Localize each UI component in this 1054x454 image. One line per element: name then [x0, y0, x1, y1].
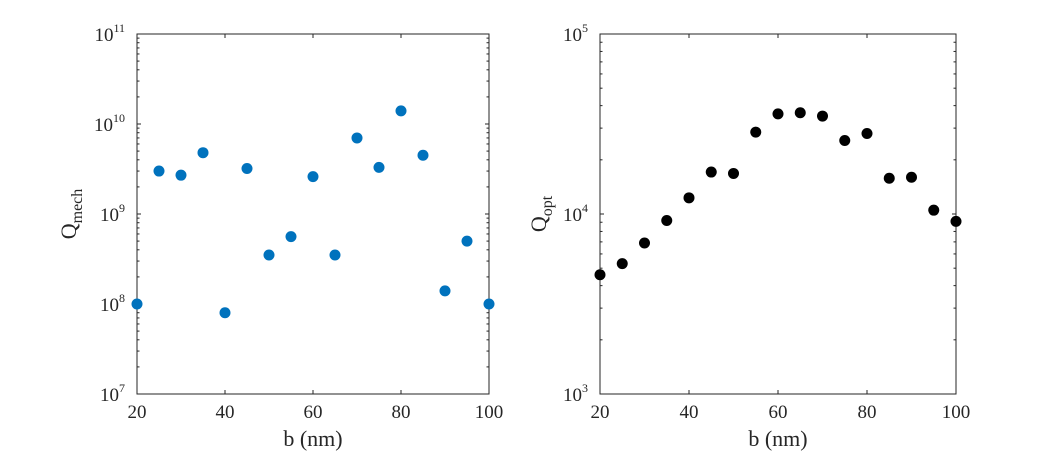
data-point: [263, 249, 275, 261]
y-tick-labels: 103 104 105: [563, 21, 588, 406]
x-tick-label: 60: [769, 402, 788, 423]
x-tick-labels: 20 40 60 80 100: [591, 402, 971, 423]
data-point: [197, 147, 209, 159]
x-tick-label: 40: [216, 402, 235, 423]
y-tick-label: 104: [563, 201, 588, 226]
data-point: [131, 298, 143, 310]
y-tick-label: 103: [563, 381, 588, 406]
data-point: [153, 165, 165, 177]
data-point: [817, 110, 828, 122]
tick-marks: [599, 33, 957, 395]
data-point: [950, 215, 962, 227]
y-tick-label: 109: [100, 201, 125, 226]
data-point: [639, 237, 650, 249]
data-point: [794, 107, 806, 119]
data-points: [131, 105, 495, 319]
data-point: [395, 105, 407, 117]
data-point: [241, 163, 253, 175]
data-point: [461, 235, 473, 247]
x-axis-label: b (nm): [748, 426, 807, 451]
data-point: [661, 215, 673, 227]
data-point: [839, 135, 851, 147]
data-point: [683, 192, 695, 204]
data-point: [417, 149, 429, 161]
tick-marks: [136, 33, 490, 395]
x-tick-label: 80: [858, 402, 877, 423]
data-point: [439, 285, 451, 297]
data-point: [351, 132, 363, 144]
data-point: [906, 171, 917, 183]
data-point: [883, 172, 895, 184]
data-point: [285, 231, 297, 243]
y-tick-label: 1011: [94, 21, 125, 46]
y-tick-label: 1010: [94, 111, 125, 136]
data-point: [728, 167, 739, 179]
data-point: [329, 249, 341, 261]
q-opt-chart: 20 40 60 80 100 103 104 105 b (nm) Qopt: [526, 21, 970, 451]
x-tick-label: 40: [680, 402, 699, 423]
x-tick-label: 20: [591, 402, 610, 423]
plot-frame: [136, 33, 490, 395]
plot-frame: [599, 33, 957, 395]
x-tick-label: 60: [304, 402, 323, 423]
data-point: [750, 126, 762, 138]
data-point: [928, 204, 940, 216]
data-point: [219, 307, 231, 319]
x-tick-labels: 20 40 60 80 100: [128, 402, 504, 423]
data-point: [772, 108, 784, 120]
data-point: [483, 298, 495, 310]
data-point: [705, 166, 717, 178]
y-tick-label: 105: [563, 21, 588, 46]
y-tick-label: 107: [100, 381, 125, 406]
y-tick-label: 108: [100, 291, 125, 316]
data-points: [594, 107, 962, 281]
x-axis-label: b (nm): [283, 426, 342, 451]
x-tick-label: 80: [392, 402, 411, 423]
data-point: [175, 169, 187, 181]
data-point: [373, 161, 385, 173]
x-tick-label: 100: [942, 402, 971, 423]
data-point: [307, 171, 319, 183]
y-axis-label: Qmech: [56, 189, 86, 240]
x-tick-label: 100: [475, 402, 504, 423]
y-axis-label: Qopt: [526, 195, 556, 232]
data-point: [594, 269, 606, 281]
data-point: [616, 258, 628, 270]
y-tick-labels: 107 108 109 1010 1011: [94, 21, 125, 406]
data-point: [861, 128, 873, 140]
x-tick-label: 20: [128, 402, 147, 423]
q-mech-chart: 20 40 60 80 100 107 108 109 1010 1011 b (nm) Qme…: [56, 21, 503, 451]
